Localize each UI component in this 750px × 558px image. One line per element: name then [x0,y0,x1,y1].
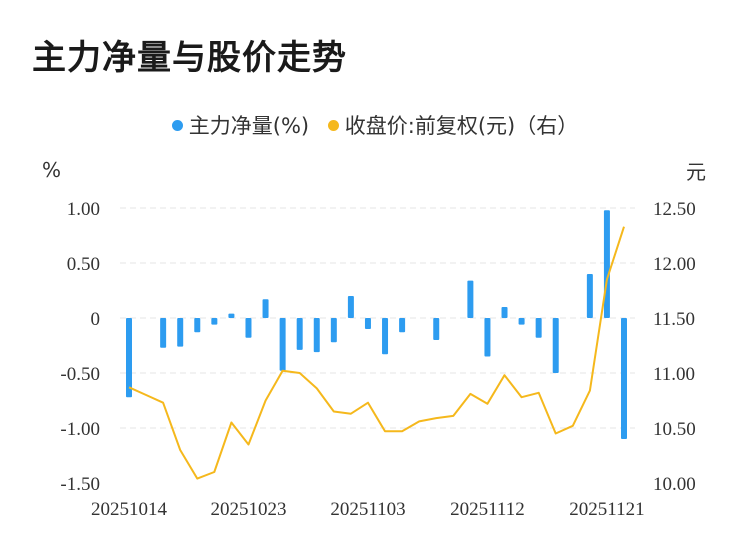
price-line [128,226,625,480]
y-right-tick-label: 11.50 [653,309,695,330]
bar [484,318,491,357]
bar [296,318,303,350]
bar [347,296,354,318]
bar [552,318,559,373]
grid-lines [120,207,635,429]
y-left-tick-label: 0 [91,309,101,330]
bar [603,210,610,318]
left-axis-unit: % [42,158,62,182]
legend-item-net-flow[interactable]: 主力净量(%) [171,110,310,140]
x-tick-label: 20251103 [330,499,405,520]
chart-title: 主力净量与股价走势 [32,38,347,78]
y-left-tick-label: 0.50 [67,254,100,275]
legend-dot-yellow-icon [327,119,339,131]
bar [126,318,132,398]
bar [330,318,337,343]
y-left-tick-label: -1.50 [60,474,100,495]
legend-item-close-price[interactable]: 收盘价:前复权(元)（右） [327,110,579,140]
bar [621,318,627,439]
bar [586,274,593,318]
legend-label-net-flow: 主力净量(%) [188,114,310,138]
legend: 主力净量(%) 收盘价:前复权(元)（右） [0,110,750,140]
y-right-tick-label: 12.00 [653,254,696,275]
bar [535,318,542,338]
bar [433,318,440,340]
bar [382,318,389,355]
bar [194,318,201,333]
x-tick-label: 20251023 [210,499,286,520]
legend-dot-blue-icon [171,119,183,131]
y-left-tick-label: -0.50 [60,364,100,385]
axis-ticks: 1.00 12.50 0.50 12.00 0 11.50 -0.50 11.00 -1.00 1… [60,199,695,520]
x-tick-label: 20251014 [91,499,168,520]
bar-series [126,210,627,439]
bar [211,318,218,325]
line-series [128,226,625,480]
y-right-tick-label: 11.00 [653,364,695,385]
bar [262,299,269,318]
y-right-tick-label: 10.00 [653,474,696,495]
bar [467,280,474,318]
bar [160,318,167,348]
x-tick-label: 20251112 [450,499,525,520]
bar [245,318,252,338]
bar [177,318,184,347]
y-right-tick-label: 10.50 [653,419,696,440]
bar [364,318,371,329]
y-left-tick-label: -1.00 [60,419,100,440]
x-tick-label: 20251121 [569,499,644,520]
bar [501,307,508,318]
right-axis-unit: 元 [686,160,706,184]
y-right-tick-label: 12.50 [653,199,696,220]
y-left-tick-label: 1.00 [67,199,100,220]
bar [518,318,525,325]
bar [228,313,235,318]
bar [279,318,286,371]
bar [313,318,320,353]
bar [399,318,406,333]
legend-label-close-price: 收盘价:前复权(元)（右） [344,114,579,138]
